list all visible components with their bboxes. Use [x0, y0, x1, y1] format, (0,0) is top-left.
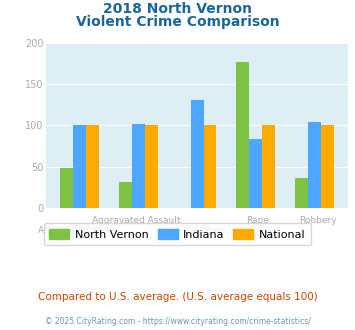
Text: Violent Crime Comparison: Violent Crime Comparison [76, 15, 279, 29]
Bar [250, 139, 262, 208]
Bar [144, 125, 158, 208]
Bar [321, 125, 334, 208]
Text: Compared to U.S. average. (U.S. average equals 100): Compared to U.S. average. (U.S. average … [38, 292, 317, 302]
Bar [86, 125, 99, 208]
Bar [203, 125, 217, 208]
Bar [60, 168, 73, 208]
Text: Rape: Rape [246, 216, 269, 225]
Text: Murder & Mans...: Murder & Mans... [158, 226, 236, 235]
Bar [236, 62, 250, 208]
Bar [262, 125, 275, 208]
Bar [73, 124, 86, 208]
Legend: North Vernon, Indiana, National: North Vernon, Indiana, National [44, 223, 311, 245]
Bar [132, 124, 144, 208]
Text: © 2025 CityRating.com - https://www.cityrating.com/crime-statistics/: © 2025 CityRating.com - https://www.city… [45, 317, 310, 326]
Text: Aggravated Assault: Aggravated Assault [92, 216, 181, 225]
Text: All Violent Crime: All Violent Crime [38, 226, 114, 235]
Bar [308, 122, 321, 208]
Bar [119, 182, 132, 208]
Text: Robbery: Robbery [299, 216, 337, 225]
Bar [191, 100, 203, 208]
Text: 2018 North Vernon: 2018 North Vernon [103, 2, 252, 16]
Bar [295, 178, 308, 208]
